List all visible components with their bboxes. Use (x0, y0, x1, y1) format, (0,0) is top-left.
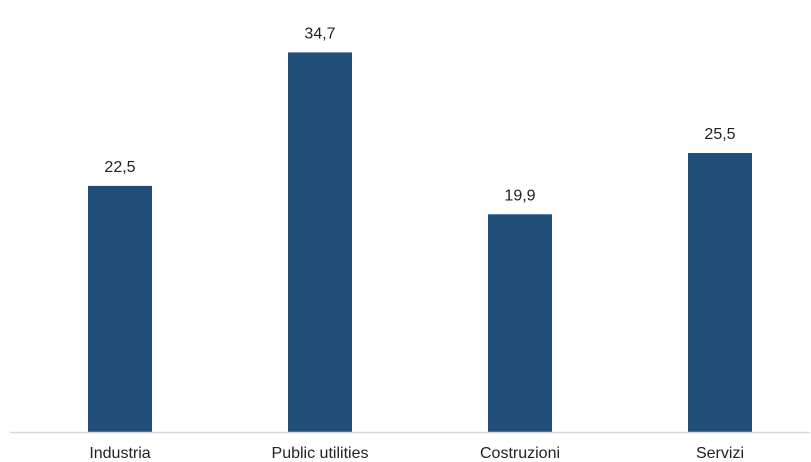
data-label-1: 34,7 (304, 25, 335, 42)
bars-group (88, 52, 752, 433)
bar-1 (288, 52, 352, 433)
value-labels-group: 22,5 34,7 19,9 25,5 (104, 25, 735, 204)
x-tick-labels-group: Industria Public utilities Costruzioni Serv… (89, 445, 744, 462)
x-tick-label-3: Servizi (696, 445, 744, 462)
bar-0 (88, 185, 152, 432)
data-label-2: 19,9 (504, 187, 535, 204)
bar-2 (488, 214, 552, 432)
data-label-0: 22,5 (104, 159, 135, 176)
x-tick-label-0: Industria (89, 445, 150, 462)
bar-3 (688, 153, 752, 432)
x-tick-label-1: Public utilities (272, 445, 369, 462)
x-tick-label-2: Costruzioni (480, 445, 560, 462)
data-label-3: 25,5 (704, 126, 735, 143)
